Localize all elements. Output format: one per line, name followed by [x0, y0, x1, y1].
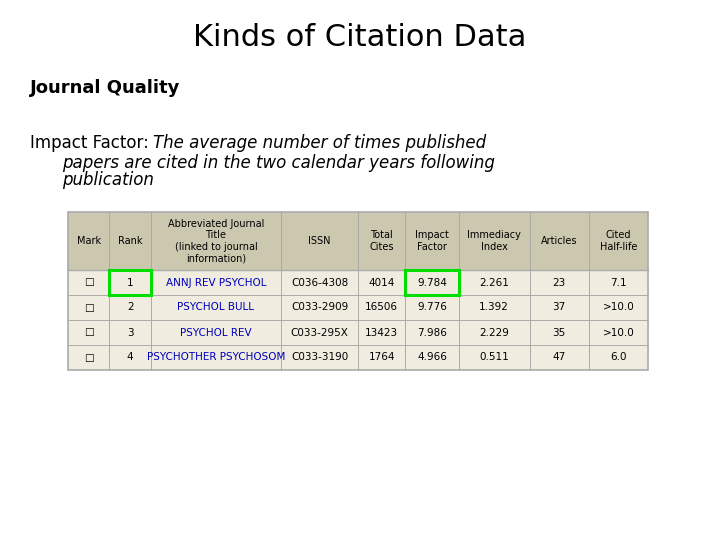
Text: 13423: 13423: [365, 327, 398, 338]
Text: Journal Quality: Journal Quality: [30, 79, 181, 97]
Text: 9.784: 9.784: [417, 278, 447, 287]
Text: Impact Factor:: Impact Factor:: [30, 134, 154, 152]
Text: 37: 37: [552, 302, 566, 313]
Text: C033-295X: C033-295X: [291, 327, 348, 338]
Text: 3: 3: [127, 327, 133, 338]
Text: 9.776: 9.776: [417, 302, 447, 313]
Text: Rank: Rank: [118, 236, 143, 246]
Text: PSYCHOL BULL: PSYCHOL BULL: [177, 302, 254, 313]
Bar: [68, 295, 648, 320]
Bar: [68, 212, 648, 270]
Text: 0.511: 0.511: [480, 353, 509, 362]
Text: Articles: Articles: [541, 236, 577, 246]
Text: 6.0: 6.0: [610, 353, 626, 362]
Text: >10.0: >10.0: [603, 302, 634, 313]
Text: □: □: [84, 353, 94, 362]
Text: □: □: [84, 278, 94, 287]
Text: 47: 47: [552, 353, 566, 362]
Text: Immediacy
Index: Immediacy Index: [467, 230, 521, 252]
Bar: [68, 212, 648, 370]
Text: Impact
Factor: Impact Factor: [415, 230, 449, 252]
Text: 4: 4: [127, 353, 133, 362]
Text: ANNJ REV PSYCHOL: ANNJ REV PSYCHOL: [166, 278, 266, 287]
Text: Abbreviated Journal
Title
(linked to journal
information): Abbreviated Journal Title (linked to jou…: [168, 219, 264, 264]
Text: Cited
Half-life: Cited Half-life: [600, 230, 637, 252]
Text: 35: 35: [552, 327, 566, 338]
Text: >10.0: >10.0: [603, 327, 634, 338]
Text: 2: 2: [127, 302, 133, 313]
Text: 16506: 16506: [365, 302, 398, 313]
Bar: [109, 270, 151, 295]
Text: 23: 23: [552, 278, 566, 287]
Text: 1764: 1764: [369, 353, 395, 362]
Bar: [68, 270, 648, 295]
Text: 7.1: 7.1: [610, 278, 626, 287]
Text: 1.392: 1.392: [480, 302, 509, 313]
Text: 4.966: 4.966: [417, 353, 447, 362]
Text: PSYCHOL REV: PSYCHOL REV: [180, 327, 252, 338]
Text: 2.229: 2.229: [480, 327, 509, 338]
Text: 1: 1: [127, 278, 133, 287]
Bar: [68, 345, 648, 370]
Text: Total
Cites: Total Cites: [369, 230, 394, 252]
Text: □: □: [84, 302, 94, 313]
Text: Kinds of Citation Data: Kinds of Citation Data: [193, 24, 527, 52]
Bar: [68, 320, 648, 345]
Text: The average number of times published: The average number of times published: [153, 134, 486, 152]
Text: 7.986: 7.986: [417, 327, 447, 338]
Text: C033-2909: C033-2909: [291, 302, 348, 313]
Bar: [405, 270, 459, 295]
Text: Mark: Mark: [76, 236, 101, 246]
Text: 2.261: 2.261: [480, 278, 509, 287]
Text: C033-3190: C033-3190: [291, 353, 348, 362]
Text: PSYCHOTHER PSYCHOSOM: PSYCHOTHER PSYCHOSOM: [147, 353, 285, 362]
Text: ISSN: ISSN: [308, 236, 330, 246]
Text: 4014: 4014: [369, 278, 395, 287]
Text: papers are cited in the two calendar years following: papers are cited in the two calendar yea…: [62, 154, 495, 172]
Text: □: □: [84, 327, 94, 338]
Text: publication: publication: [62, 171, 154, 189]
Text: C036-4308: C036-4308: [291, 278, 348, 287]
